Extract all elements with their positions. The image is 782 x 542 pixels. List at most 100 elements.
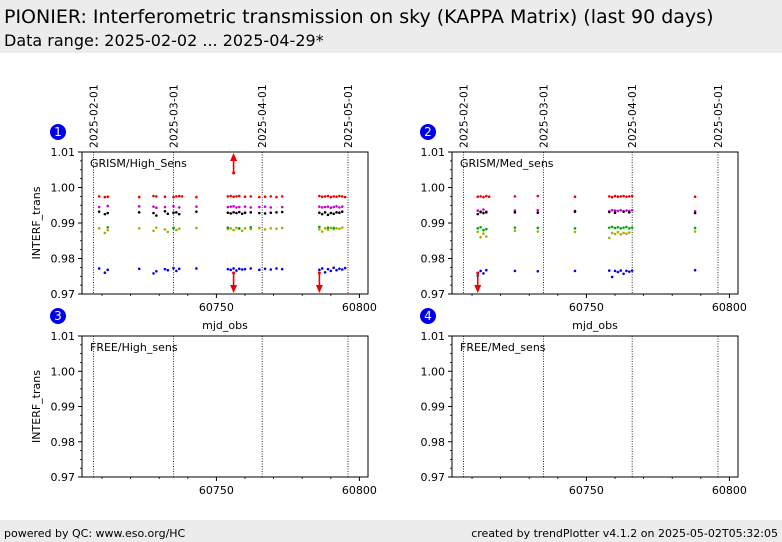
data-point (573, 210, 577, 213)
data-point (238, 227, 241, 230)
data-point (536, 194, 540, 198)
data-point (97, 205, 101, 209)
date-label: 2025-03-01 (169, 84, 181, 148)
data-point (479, 225, 482, 229)
plot-frame (81, 335, 369, 478)
data-point (320, 230, 324, 233)
data-point (229, 227, 233, 230)
outlier-arrow-head (315, 285, 323, 293)
data-point (323, 195, 327, 198)
data-point (238, 194, 241, 198)
data-point (106, 195, 110, 199)
data-point (103, 271, 107, 275)
data-point (155, 214, 158, 217)
data-point (238, 205, 241, 209)
data-point (232, 267, 235, 270)
outlier-arrow-head (230, 285, 238, 293)
y-tick-label: 1.01 (51, 146, 76, 159)
data-point (232, 195, 235, 199)
data-point (625, 269, 628, 273)
data-point (573, 230, 577, 234)
data-point (263, 205, 267, 208)
data-point (479, 235, 482, 239)
data-point (693, 211, 697, 215)
data-point (240, 229, 244, 233)
data-point (323, 227, 327, 230)
data-point (152, 229, 155, 233)
data-point (630, 194, 634, 198)
data-point (226, 267, 230, 271)
data-point (628, 227, 631, 230)
data-point (177, 227, 181, 230)
data-point (318, 228, 321, 231)
y-tick-label: 0.99 (51, 401, 76, 414)
data-point (258, 195, 261, 199)
data-point (479, 210, 482, 213)
data-point (630, 208, 634, 212)
data-point (476, 227, 480, 230)
data-point (613, 232, 617, 236)
data-point (329, 195, 333, 199)
data-point (693, 226, 697, 230)
data-point (326, 267, 330, 271)
data-point (630, 269, 634, 272)
data-point (166, 212, 170, 216)
outlier-arrow-base (317, 271, 321, 275)
data-point (195, 226, 198, 230)
data-point (320, 212, 324, 216)
data-point (536, 269, 540, 273)
data-point (238, 210, 241, 214)
date-label: 2025-02-01 (458, 84, 470, 148)
data-point (622, 226, 625, 229)
data-point (340, 210, 344, 213)
data-point (628, 195, 631, 198)
data-point (318, 225, 321, 229)
data-point (97, 227, 101, 230)
data-point (536, 208, 540, 212)
data-point (166, 230, 170, 234)
y-tick-label: 0.97 (51, 288, 76, 301)
data-point (275, 211, 278, 214)
data-point (243, 195, 247, 199)
data-point (622, 272, 625, 276)
x-tick-label: 60800 (342, 301, 377, 314)
data-point (608, 236, 611, 240)
data-point (326, 194, 330, 198)
data-point (630, 226, 634, 229)
panel-label: FREE/High_sens (90, 341, 178, 354)
data-point (280, 195, 284, 198)
x-tick-label: 60800 (712, 301, 747, 314)
y-tick-label: 0.99 (421, 401, 446, 414)
data-point (610, 275, 614, 279)
data-point (97, 267, 101, 270)
data-point (226, 195, 230, 198)
data-point (479, 269, 482, 273)
data-point (318, 268, 321, 272)
y-tick-label: 0.99 (421, 217, 446, 230)
data-point (175, 195, 178, 198)
data-point (323, 211, 327, 214)
data-point (513, 229, 517, 233)
data-point (172, 211, 175, 215)
data-point (573, 227, 577, 230)
data-point (329, 226, 333, 230)
plot-frame (451, 335, 739, 478)
data-point (320, 267, 324, 270)
y-tick-label: 1.01 (421, 146, 446, 159)
data-point (329, 269, 333, 273)
x-tick-label: 60750 (199, 301, 234, 314)
data-point (240, 268, 244, 271)
y-tick-label: 1.00 (51, 182, 76, 195)
data-point (476, 212, 480, 216)
data-point (263, 228, 267, 231)
data-point (610, 225, 614, 229)
data-point (485, 227, 488, 231)
data-point (172, 205, 175, 208)
data-point (625, 195, 628, 199)
data-point (329, 206, 333, 210)
data-point (482, 195, 485, 199)
panel-badge-number: 4 (424, 309, 432, 323)
data-point (693, 230, 697, 233)
data-point (487, 195, 491, 199)
data-point (332, 226, 335, 230)
